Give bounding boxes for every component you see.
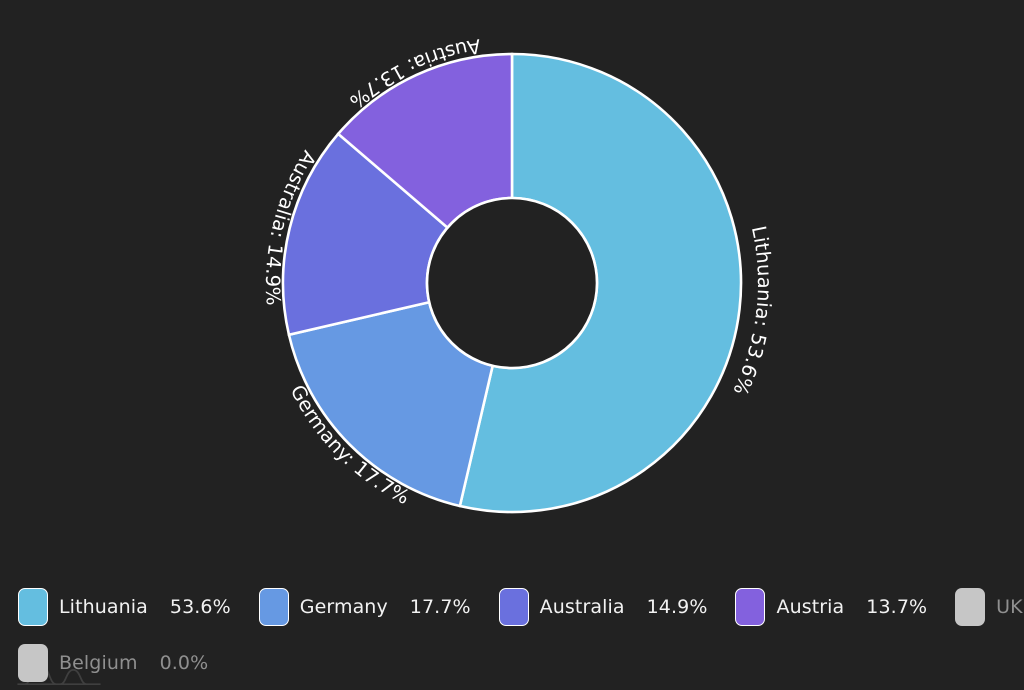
legend-swatch-belgium[interactable] [18, 644, 48, 682]
legend-row: Lithuania 53.6% Germany 17.7% Australia 14.9%… [18, 579, 1023, 635]
legend-item-lithuania[interactable]: Lithuania 53.6% [18, 587, 231, 627]
legend-value: 13.7% [866, 596, 928, 618]
donut-center-hole [425, 196, 599, 370]
legend-value: 53.6% [169, 596, 231, 618]
legend-item-germany[interactable]: Germany 17.7% [258, 587, 471, 627]
legend-item-uk[interactable]: UK0.0% [955, 587, 1024, 627]
legend-label: Lithuania [59, 596, 148, 618]
legend-row: Belgium 0.0% [18, 635, 1006, 690]
legend-label: UK [996, 596, 1023, 618]
legend-label: Belgium [59, 652, 138, 674]
legend-value: 17.7% [409, 596, 471, 618]
donut-chart-area: Lithuania: 53.6% Germany: 17.7% Australia:… [0, 0, 1024, 560]
legend-swatch-australia[interactable] [498, 588, 529, 626]
legend-label: Germany [299, 596, 388, 618]
legend-label: Australia [539, 596, 625, 618]
legend-item-austria[interactable]: Austria 13.7% [735, 587, 927, 627]
legend-swatch-austria[interactable] [735, 588, 766, 626]
legend-value: 0.0% [159, 652, 209, 674]
legend-swatch-lithuania[interactable] [18, 588, 48, 626]
donut-slices[interactable] [281, 52, 743, 514]
legend-item-belgium[interactable]: Belgium 0.0% [18, 643, 208, 683]
legend-item-australia[interactable]: Australia 14.9% [498, 587, 708, 627]
chart-legend[interactable]: Lithuania 53.6% Germany 17.7% Australia 14.9%… [0, 565, 1024, 690]
legend-label: Austria [776, 596, 845, 618]
legend-swatch-uk[interactable] [955, 588, 986, 626]
donut-chart[interactable]: Lithuania: 53.6%Germany: 17.7%Australia:… [0, 0, 1024, 560]
legend-swatch-germany[interactable] [258, 588, 289, 626]
legend-value: 14.9% [646, 596, 708, 618]
